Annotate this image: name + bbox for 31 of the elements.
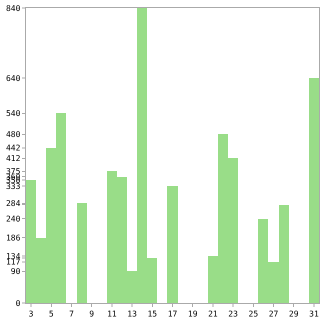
x-tick-label: 5 xyxy=(48,310,54,319)
x-tick-label: 21 xyxy=(208,310,218,319)
y-tick-label: 412 xyxy=(6,154,21,164)
x-tick-label: 25 xyxy=(248,310,258,319)
bar xyxy=(167,186,178,303)
x-tick-label: 13 xyxy=(127,310,138,319)
y-tick-label: 480 xyxy=(6,130,21,140)
bar xyxy=(77,203,87,303)
x-tick-label: 27 xyxy=(268,310,279,319)
y-tick-label: 90 xyxy=(10,267,21,276)
y-tick-label: 240 xyxy=(6,214,21,224)
y-tick-label: 186 xyxy=(6,233,21,242)
x-tick-label: 29 xyxy=(288,310,299,319)
x-tick-label: 15 xyxy=(147,310,158,319)
y-tick-label: 442 xyxy=(6,144,21,153)
x-tick-label: 3 xyxy=(28,310,34,319)
x-tick-label: 11 xyxy=(107,310,117,319)
y-tick-label: 840 xyxy=(6,4,21,13)
x-tick-label: 7 xyxy=(69,310,74,319)
y-tick-label: 134 xyxy=(6,252,21,261)
x-tick-label: 9 xyxy=(89,310,94,319)
x-tick-label: 19 xyxy=(188,310,198,319)
y-tick-label: 0 xyxy=(16,298,21,308)
x-tick-label: 23 xyxy=(228,310,238,319)
bar xyxy=(309,78,319,303)
x-tick-label: 31 xyxy=(309,310,319,319)
y-tick-label: 333 xyxy=(6,182,21,191)
x-tick-label: 17 xyxy=(168,310,178,319)
y-tick-label: 640 xyxy=(6,74,21,84)
y-tick-label: 540 xyxy=(6,109,21,118)
y-tick-label: 284 xyxy=(6,199,21,208)
